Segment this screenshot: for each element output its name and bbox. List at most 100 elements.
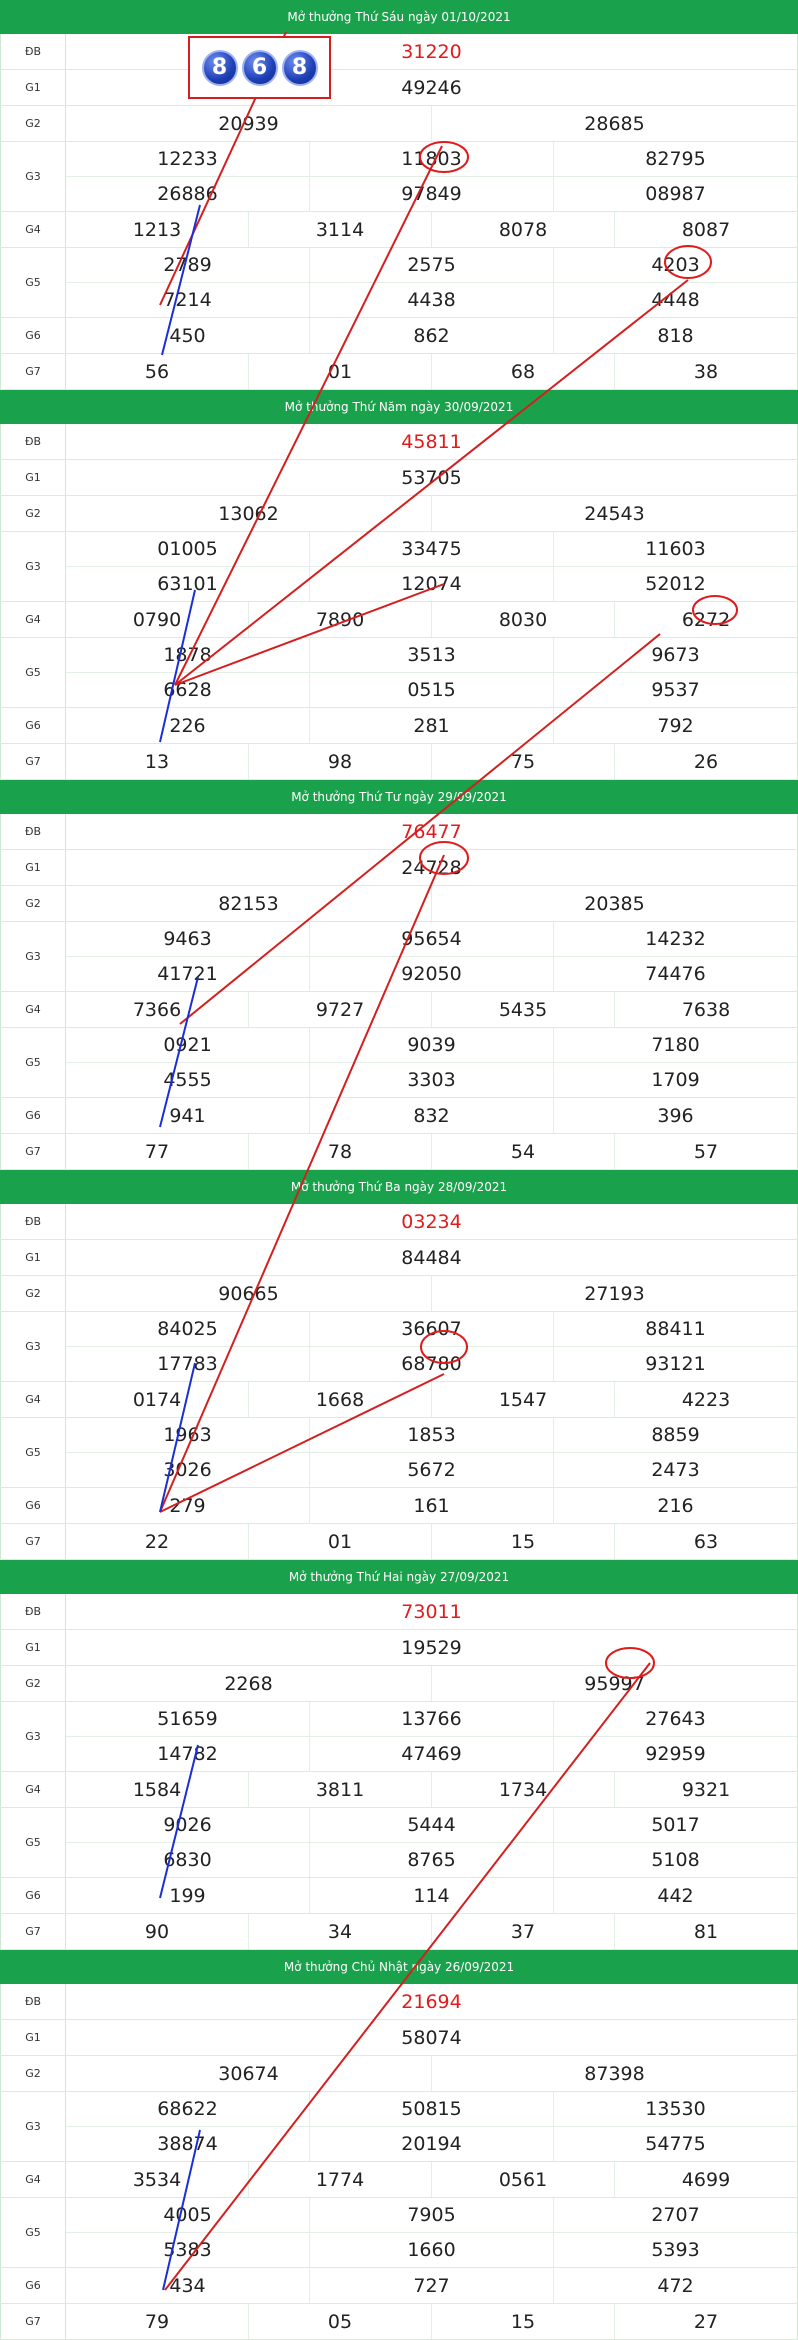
third-prize-number: 84025 [66, 1312, 310, 1346]
fourth-prize-number: 1774 [249, 2162, 432, 2197]
second-prize-number: 30674 [66, 2056, 432, 2091]
sixth-prize-row: G6 226 281 792 [0, 708, 798, 744]
draw-block: Mở thưởng Chủ Nhật ngày 26/09/2021 ĐB 2169… [0, 1950, 798, 2340]
fourth-prize-cells: 1213 3114 8078 8087 [66, 212, 798, 247]
third-prize-number: 08987 [645, 183, 706, 205]
fifth-prize-subrow: 0921 9039 7180 [66, 1028, 797, 1063]
fifth-prize-number: 5444 [310, 1808, 554, 1842]
special-prize-row: ĐB 03234 [0, 1204, 798, 1240]
fourth-prize-number: 9321 [681, 1778, 731, 1801]
sixth-prize-number: 279 [66, 1488, 310, 1523]
fourth-prize-number: 1734 [432, 1772, 615, 1807]
fifth-prize-subrow: 5383 1660 5393 [66, 2233, 797, 2267]
third-prize-number: 51659 [66, 1702, 310, 1736]
third-prize-cells: 68622 50815 13530 38874 20194 54775 [66, 2092, 798, 2161]
third-prize-subrow: 63101 12074 52012 [66, 567, 797, 601]
fifth-prize-row: G5 0921 9039 7180 4555 3303 1709 [0, 1028, 798, 1098]
fifth-prize-number: 5017 [651, 1814, 700, 1836]
fifth-prize-number: 5672 [310, 1453, 554, 1487]
third-prize-number: 54775 [645, 2133, 706, 2155]
third-prize-number: 92959 [645, 1743, 706, 1765]
second-prize-number: 20939 [66, 106, 432, 141]
special-prize-cells: 45811 [66, 424, 798, 459]
second-prize-cells: 13062 24543 [66, 496, 798, 531]
fourth-prize-number: 0790 [66, 602, 249, 637]
fourth-prize-number: 8030 [432, 602, 615, 637]
third-prize-label: G3 [0, 532, 66, 601]
fourth-prize-cells: 0790 7890 8030 6272 [66, 602, 798, 637]
sixth-prize-cells: 199 114 442 [66, 1878, 798, 1913]
sixth-prize-cells: 434 727 472 [66, 2268, 798, 2303]
fourth-prize-label: G4 [0, 1772, 66, 1807]
second-prize-row: G2 20939 28685 [0, 106, 798, 142]
fourth-prize-cells: 1584 3811 1734 9321 [66, 1772, 798, 1807]
third-prize-subrow: 9463 95654 14232 [66, 922, 797, 957]
sixth-prize-row: G6 434 727 472 [0, 2268, 798, 2304]
fourth-prize-number: 8078 [432, 212, 615, 247]
sixth-prize-label: G6 [0, 1488, 66, 1523]
draw-header: Mở thưởng Thứ Sáu ngày 01/10/2021 [0, 0, 798, 34]
second-prize-number: 95997 [584, 1672, 645, 1695]
third-prize-number: 20194 [310, 2127, 554, 2161]
fourth-prize-row: G4 1584 3811 1734 9321 [0, 1772, 798, 1808]
fifth-prize-subrow: 4555 3303 1709 [66, 1063, 797, 1097]
third-prize-row: G3 9463 95654 14232 41721 92050 74476 [0, 922, 798, 992]
seventh-prize-number: 68 [432, 354, 615, 389]
first-prize-number: 24728 [401, 856, 462, 879]
fifth-prize-number: 9537 [651, 679, 700, 701]
third-prize-number: 68780 [310, 1347, 554, 1381]
fourth-prize-number: 0174 [66, 1382, 249, 1417]
fourth-prize-number: 1213 [66, 212, 249, 247]
special-prize-label: ĐB [0, 1594, 66, 1629]
fourth-prize-number: 7638 [681, 998, 731, 1021]
fifth-prize-subrow: 3026 5672 2473 [66, 1453, 797, 1487]
draw-block: Mở thưởng Thứ Tư ngày 29/09/2021 ĐB 76477 G… [0, 780, 798, 1170]
special-prize-row: ĐB 21694 [0, 1984, 798, 2020]
first-prize-cells: 24728 [66, 850, 798, 885]
draw-block: Mở thưởng Thứ Ba ngày 28/09/2021 ĐB 03234 G… [0, 1170, 798, 1560]
third-prize-number: 14232 [645, 928, 706, 950]
sixth-prize-cells: 941 832 396 [66, 1098, 798, 1133]
seventh-prize-number: 38 [693, 360, 719, 383]
sixth-prize-label: G6 [0, 1098, 66, 1133]
third-prize-number: 50815 [310, 2092, 554, 2126]
seventh-prize-number: 63 [693, 1530, 719, 1553]
fifth-prize-number: 4005 [66, 2198, 310, 2232]
seventh-prize-cells: 22 01 15 63 [66, 1524, 798, 1559]
first-prize-number: 53705 [401, 466, 462, 489]
third-prize-cells: 9463 95654 14232 41721 92050 74476 [66, 922, 798, 991]
fifth-prize-number: 3513 [310, 638, 554, 672]
special-prize-label: ĐB [0, 1204, 66, 1239]
fifth-prize-cells: 2789 2575 4203 7214 4438 4448 [66, 248, 798, 317]
sixth-prize-label: G6 [0, 1878, 66, 1913]
sixth-prize-label: G6 [0, 2268, 66, 2303]
second-prize-cells: 90665 27193 [66, 1276, 798, 1311]
fifth-prize-cells: 9026 5444 5017 6830 8765 5108 [66, 1808, 798, 1877]
special-prize-cells: 76477 [66, 814, 798, 849]
special-prize-number: 73011 [401, 1600, 462, 1623]
seventh-prize-number: 90 [66, 1914, 249, 1949]
second-prize-row: G2 2268 95997 [0, 1666, 798, 1702]
first-prize-cells: 53705 [66, 460, 798, 495]
fourth-prize-label: G4 [0, 212, 66, 247]
third-prize-number: 9463 [66, 922, 310, 956]
sixth-prize-label: G6 [0, 318, 66, 353]
fifth-prize-number: 2707 [651, 2204, 700, 2226]
second-prize-number: 28685 [584, 112, 645, 135]
number-ball: 8 [201, 49, 238, 86]
fourth-prize-row: G4 1213 3114 8078 8087 [0, 212, 798, 248]
seventh-prize-number: 78 [249, 1134, 432, 1169]
third-prize-cells: 84025 36607 88411 17783 68780 93121 [66, 1312, 798, 1381]
second-prize-label: G2 [0, 1276, 66, 1311]
seventh-prize-number: 01 [249, 1524, 432, 1559]
first-prize-row: G1 19529 [0, 1630, 798, 1666]
fifth-prize-row: G5 4005 7905 2707 5383 1660 5393 [0, 2198, 798, 2268]
first-prize-row: G1 84484 [0, 1240, 798, 1276]
seventh-prize-cells: 90 34 37 81 [66, 1914, 798, 1949]
third-prize-number: 36607 [310, 1312, 554, 1346]
seventh-prize-number: 81 [693, 1920, 719, 1943]
seventh-prize-cells: 77 78 54 57 [66, 1134, 798, 1169]
sixth-prize-number: 442 [657, 1884, 694, 1907]
third-prize-subrow: 41721 92050 74476 [66, 957, 797, 991]
second-prize-label: G2 [0, 886, 66, 921]
